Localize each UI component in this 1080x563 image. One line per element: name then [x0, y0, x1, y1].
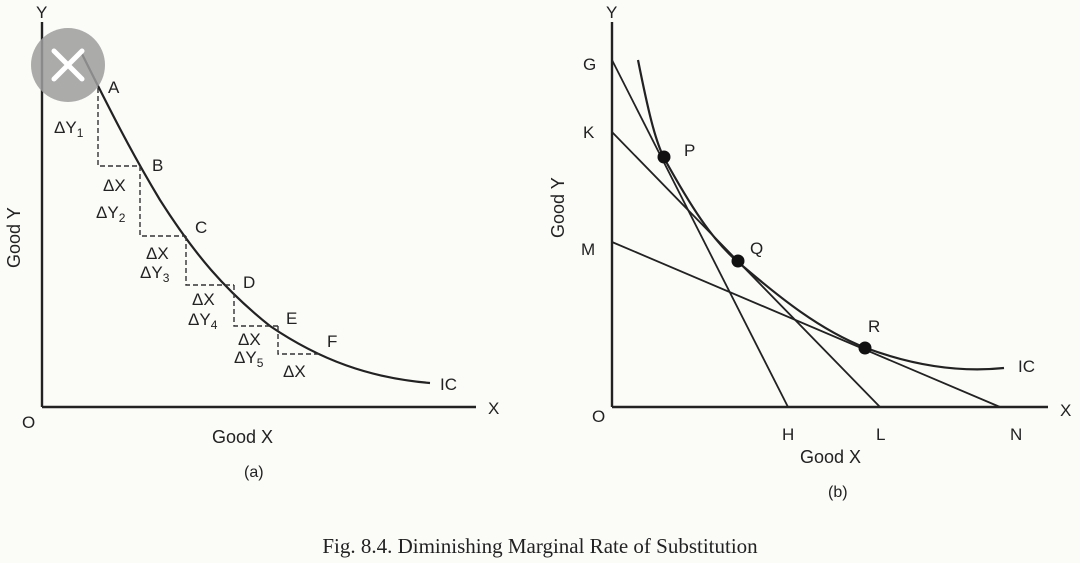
figure-caption: Fig. 8.4. Diminishing Marginal Rate of S… [322, 534, 758, 558]
panel-b-sublabel: (b) [828, 484, 848, 501]
panel-b-point-label: R [868, 317, 880, 336]
panel-a-origin: O [22, 413, 35, 432]
panel-b-y-intercept-label: G [583, 55, 596, 74]
close-button[interactable] [31, 28, 105, 102]
panel-a-indifference-curve [79, 49, 431, 385]
panel-a-point-label: F [327, 332, 337, 351]
close-icon[interactable] [51, 48, 85, 82]
panel-b-y-intercept-label: K [583, 123, 595, 142]
panel-a-step-5 [277, 326, 322, 355]
panel-b-budget-line-mn [611, 241, 1001, 408]
panel-b-x-intercept-label: H [782, 425, 794, 444]
panel-a-delta-y-label: ΔY3 [140, 263, 170, 285]
panel-b-y-label: Good Y [548, 177, 568, 238]
panel-b-tangency-point [657, 150, 671, 164]
panel-a-delta-x-label: ΔX [146, 244, 169, 263]
panel-a-delta-x-label: ΔX [192, 290, 215, 309]
panel-a-delta-x-label: ΔX [238, 330, 261, 349]
panel-b-budget-line-gh [611, 59, 789, 408]
panel-a-sublabel: (a) [244, 464, 264, 481]
panel-a-step-2 [139, 166, 186, 237]
panel-a-delta-x-label: ΔX [103, 176, 126, 195]
panel-a-x-letter: X [488, 399, 499, 418]
panel-a-delta-x-label: ΔX [283, 362, 306, 381]
panel-a-delta-y-label: ΔY4 [188, 310, 218, 332]
panel-b-curve-label: IC [1018, 357, 1035, 376]
panel-a-step-3 [185, 236, 234, 286]
panel-b-point-label: P [684, 141, 695, 160]
panel-a-y-label: Good Y [4, 207, 24, 268]
panel-a: Y X O Good X Good Y (a) IC A B C D E F Δ… [4, 3, 499, 481]
panel-b-origin: O [592, 407, 605, 426]
panel-a-step-1 [97, 88, 140, 167]
panel-b-tangency-point [731, 254, 745, 268]
panel-a-point-label: A [108, 78, 120, 97]
panel-b-x-letter: X [1060, 401, 1071, 420]
panel-b-x-label: Good X [800, 447, 861, 467]
panel-b-x-intercept-label: L [876, 425, 885, 444]
panel-a-point-label: E [286, 309, 297, 328]
panel-a-point-label: C [195, 218, 207, 237]
panel-a-x-label: Good X [212, 427, 273, 447]
panel-a-curve-label: IC [440, 375, 457, 394]
panel-a-y-letter: Y [36, 3, 47, 22]
panel-b-y-intercept-label: M [581, 240, 595, 259]
panel-b: Y X O Good X Good Y (b) IC P Q R G K M H… [548, 3, 1071, 501]
panel-a-delta-y-label: ΔY2 [96, 203, 126, 225]
panel-b-x-intercept-label: N [1010, 425, 1022, 444]
panel-b-y-letter: Y [606, 3, 617, 22]
panel-a-delta-y-label: ΔY1 [54, 118, 84, 140]
panel-b-point-label: Q [750, 239, 763, 258]
panel-a-step-4 [233, 285, 278, 327]
panel-a-delta-y-label: ΔY5 [234, 348, 264, 370]
panel-a-point-label: B [152, 156, 163, 175]
panel-a-point-label: D [243, 273, 255, 292]
panel-b-tangency-point [858, 341, 872, 355]
